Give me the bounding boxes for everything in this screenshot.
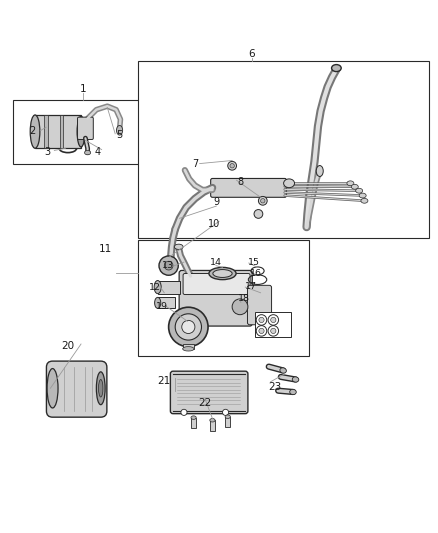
Ellipse shape [210, 418, 215, 422]
Bar [138, 61, 429, 238]
Text: 8: 8 [237, 177, 243, 187]
Ellipse shape [155, 297, 161, 308]
Polygon shape [35, 115, 81, 148]
Circle shape [182, 320, 195, 334]
Ellipse shape [99, 379, 103, 397]
FancyBboxPatch shape [211, 179, 286, 197]
Text: 2: 2 [30, 126, 36, 136]
Bar [158, 297, 175, 308]
Circle shape [228, 161, 237, 170]
Bar [44, 115, 48, 148]
FancyBboxPatch shape [46, 361, 107, 417]
FancyBboxPatch shape [78, 117, 93, 140]
Ellipse shape [191, 416, 196, 419]
Text: 12: 12 [148, 282, 161, 292]
Ellipse shape [30, 115, 40, 148]
Ellipse shape [85, 150, 91, 155]
Ellipse shape [154, 280, 161, 294]
Ellipse shape [356, 188, 363, 193]
Circle shape [258, 197, 267, 205]
Circle shape [169, 307, 208, 346]
Ellipse shape [96, 372, 105, 405]
FancyBboxPatch shape [179, 270, 252, 326]
Ellipse shape [316, 166, 323, 176]
Text: 13: 13 [162, 261, 174, 270]
Ellipse shape [213, 270, 232, 278]
Circle shape [159, 256, 178, 275]
Circle shape [164, 261, 173, 270]
Text: 19: 19 [156, 302, 168, 311]
Bar [255, 312, 291, 337]
Text: 17: 17 [245, 282, 257, 290]
Circle shape [223, 409, 229, 415]
Circle shape [181, 409, 187, 415]
Text: 6: 6 [248, 49, 255, 59]
Text: 21: 21 [158, 376, 171, 386]
FancyBboxPatch shape [183, 273, 250, 295]
Text: 18: 18 [238, 294, 251, 303]
Bar [191, 418, 196, 428]
Bar [138, 240, 309, 356]
Text: 1: 1 [80, 84, 87, 94]
Ellipse shape [47, 368, 58, 408]
Text: 5: 5 [116, 130, 122, 140]
Circle shape [271, 317, 276, 322]
Circle shape [254, 209, 263, 219]
Circle shape [261, 199, 265, 203]
Text: 16: 16 [250, 269, 262, 278]
Bar [13, 100, 140, 164]
FancyBboxPatch shape [170, 371, 248, 414]
FancyBboxPatch shape [247, 285, 272, 325]
Circle shape [271, 328, 276, 334]
Ellipse shape [351, 184, 358, 189]
Text: 7: 7 [192, 159, 198, 168]
Text: 9: 9 [213, 197, 219, 207]
Ellipse shape [77, 116, 85, 147]
Ellipse shape [280, 368, 286, 373]
Bar [225, 417, 230, 427]
Bar [158, 280, 180, 294]
Circle shape [175, 314, 201, 340]
Ellipse shape [290, 389, 296, 394]
Text: 22: 22 [198, 398, 212, 408]
Ellipse shape [209, 268, 236, 280]
Text: 10: 10 [208, 219, 220, 229]
Text: 4: 4 [94, 147, 100, 157]
Circle shape [259, 328, 264, 334]
Circle shape [259, 317, 264, 322]
Bar [60, 115, 63, 148]
Circle shape [230, 164, 234, 168]
Text: 15: 15 [247, 257, 260, 266]
Text: 20: 20 [61, 341, 74, 351]
Text: 14: 14 [210, 259, 222, 268]
Text: 23: 23 [268, 382, 282, 392]
Bar [183, 344, 194, 349]
Bar [210, 420, 215, 431]
Ellipse shape [361, 198, 368, 203]
Text: 11: 11 [99, 244, 112, 254]
Ellipse shape [347, 181, 354, 185]
Ellipse shape [225, 415, 230, 418]
Ellipse shape [332, 64, 341, 71]
Ellipse shape [283, 179, 294, 188]
Ellipse shape [292, 377, 299, 382]
Text: 3: 3 [44, 147, 50, 157]
Ellipse shape [174, 244, 183, 249]
Circle shape [232, 299, 248, 314]
Ellipse shape [117, 125, 123, 135]
Ellipse shape [359, 193, 366, 198]
Ellipse shape [183, 346, 194, 351]
